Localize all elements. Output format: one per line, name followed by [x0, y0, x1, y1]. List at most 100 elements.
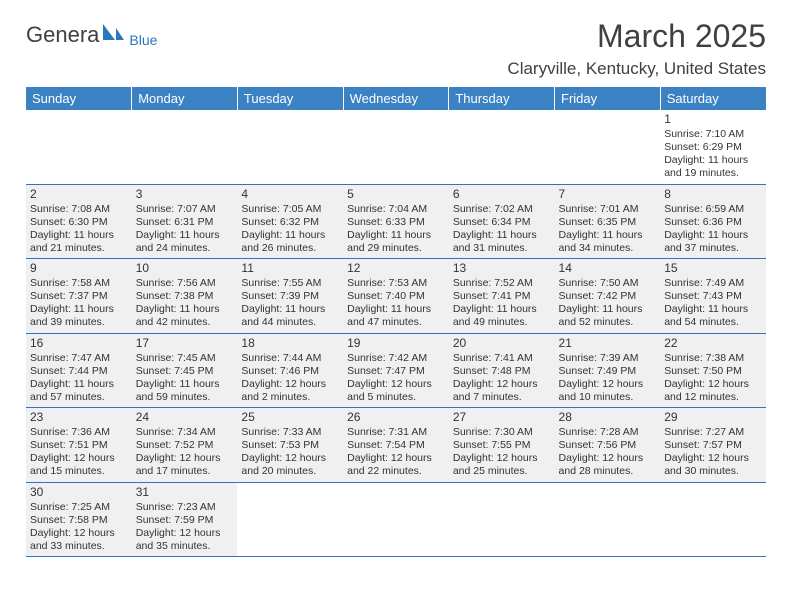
daylight-text: Daylight: 12 hours and 30 minutes.	[664, 452, 762, 478]
calendar-cell: 27Sunrise: 7:30 AMSunset: 7:55 PMDayligh…	[449, 408, 555, 483]
day-number: 25	[241, 410, 339, 425]
calendar-table: Sunday Monday Tuesday Wednesday Thursday…	[26, 87, 766, 557]
calendar-cell: 11Sunrise: 7:55 AMSunset: 7:39 PMDayligh…	[237, 259, 343, 334]
calendar-cell: 13Sunrise: 7:52 AMSunset: 7:41 PMDayligh…	[449, 259, 555, 334]
calendar-week-row: 2Sunrise: 7:08 AMSunset: 6:30 PMDaylight…	[26, 184, 766, 259]
sunset-text: Sunset: 7:45 PM	[136, 365, 234, 378]
calendar-header-row: Sunday Monday Tuesday Wednesday Thursday…	[26, 87, 766, 110]
sunset-text: Sunset: 7:44 PM	[30, 365, 128, 378]
dayheader-wed: Wednesday	[343, 87, 449, 110]
calendar-cell	[26, 110, 132, 184]
sunrise-text: Sunrise: 7:47 AM	[30, 352, 128, 365]
sunrise-text: Sunrise: 7:10 AM	[664, 128, 762, 141]
day-number: 6	[453, 187, 551, 202]
daylight-text: Daylight: 11 hours and 19 minutes.	[664, 154, 762, 180]
header: Genera Blue March 2025	[26, 18, 766, 55]
sunset-text: Sunset: 7:41 PM	[453, 290, 551, 303]
sunrise-text: Sunrise: 7:07 AM	[136, 203, 234, 216]
calendar-cell: 29Sunrise: 7:27 AMSunset: 7:57 PMDayligh…	[660, 408, 766, 483]
sunrise-text: Sunrise: 7:50 AM	[559, 277, 657, 290]
sunrise-text: Sunrise: 7:34 AM	[136, 426, 234, 439]
dayheader-tue: Tuesday	[237, 87, 343, 110]
calendar-cell	[132, 110, 238, 184]
sunset-text: Sunset: 7:58 PM	[30, 514, 128, 527]
sunset-text: Sunset: 7:57 PM	[664, 439, 762, 452]
sunrise-text: Sunrise: 7:33 AM	[241, 426, 339, 439]
calendar-week-row: 30Sunrise: 7:25 AMSunset: 7:58 PMDayligh…	[26, 482, 766, 557]
calendar-cell: 28Sunrise: 7:28 AMSunset: 7:56 PMDayligh…	[555, 408, 661, 483]
daylight-text: Daylight: 11 hours and 44 minutes.	[241, 303, 339, 329]
dayheader-sat: Saturday	[660, 87, 766, 110]
day-number: 3	[136, 187, 234, 202]
daylight-text: Daylight: 11 hours and 57 minutes.	[30, 378, 128, 404]
sunrise-text: Sunrise: 6:59 AM	[664, 203, 762, 216]
sunset-text: Sunset: 7:49 PM	[559, 365, 657, 378]
sunset-text: Sunset: 7:54 PM	[347, 439, 445, 452]
calendar-cell: 2Sunrise: 7:08 AMSunset: 6:30 PMDaylight…	[26, 184, 132, 259]
day-number: 10	[136, 261, 234, 276]
daylight-text: Daylight: 12 hours and 5 minutes.	[347, 378, 445, 404]
day-number: 14	[559, 261, 657, 276]
calendar-cell: 8Sunrise: 6:59 AMSunset: 6:36 PMDaylight…	[660, 184, 766, 259]
day-number: 2	[30, 187, 128, 202]
daylight-text: Daylight: 11 hours and 31 minutes.	[453, 229, 551, 255]
daylight-text: Daylight: 12 hours and 2 minutes.	[241, 378, 339, 404]
calendar-cell: 30Sunrise: 7:25 AMSunset: 7:58 PMDayligh…	[26, 482, 132, 557]
day-number: 18	[241, 336, 339, 351]
daylight-text: Daylight: 11 hours and 52 minutes.	[559, 303, 657, 329]
sunset-text: Sunset: 7:40 PM	[347, 290, 445, 303]
sunset-text: Sunset: 6:34 PM	[453, 216, 551, 229]
daylight-text: Daylight: 11 hours and 29 minutes.	[347, 229, 445, 255]
day-number: 5	[347, 187, 445, 202]
sunrise-text: Sunrise: 7:55 AM	[241, 277, 339, 290]
daylight-text: Daylight: 11 hours and 47 minutes.	[347, 303, 445, 329]
daylight-text: Daylight: 11 hours and 39 minutes.	[30, 303, 128, 329]
calendar-cell: 7Sunrise: 7:01 AMSunset: 6:35 PMDaylight…	[555, 184, 661, 259]
calendar-cell: 16Sunrise: 7:47 AMSunset: 7:44 PMDayligh…	[26, 333, 132, 408]
calendar-week-row: 23Sunrise: 7:36 AMSunset: 7:51 PMDayligh…	[26, 408, 766, 483]
day-number: 11	[241, 261, 339, 276]
daylight-text: Daylight: 12 hours and 33 minutes.	[30, 527, 128, 553]
day-number: 12	[347, 261, 445, 276]
location-text: Claryville, Kentucky, United States	[26, 59, 766, 79]
sunrise-text: Sunrise: 7:05 AM	[241, 203, 339, 216]
calendar-cell	[449, 482, 555, 557]
daylight-text: Daylight: 11 hours and 21 minutes.	[30, 229, 128, 255]
sunrise-text: Sunrise: 7:27 AM	[664, 426, 762, 439]
sunrise-text: Sunrise: 7:08 AM	[30, 203, 128, 216]
sunrise-text: Sunrise: 7:23 AM	[136, 501, 234, 514]
calendar-cell: 1Sunrise: 7:10 AMSunset: 6:29 PMDaylight…	[660, 110, 766, 184]
calendar-cell	[555, 482, 661, 557]
sunset-text: Sunset: 7:39 PM	[241, 290, 339, 303]
sunrise-text: Sunrise: 7:39 AM	[559, 352, 657, 365]
day-number: 29	[664, 410, 762, 425]
calendar-cell: 4Sunrise: 7:05 AMSunset: 6:32 PMDaylight…	[237, 184, 343, 259]
sunrise-text: Sunrise: 7:31 AM	[347, 426, 445, 439]
daylight-text: Daylight: 11 hours and 59 minutes.	[136, 378, 234, 404]
sunset-text: Sunset: 7:43 PM	[664, 290, 762, 303]
daylight-text: Daylight: 12 hours and 25 minutes.	[453, 452, 551, 478]
sunset-text: Sunset: 7:55 PM	[453, 439, 551, 452]
daylight-text: Daylight: 12 hours and 22 minutes.	[347, 452, 445, 478]
calendar-cell	[343, 110, 449, 184]
sunrise-text: Sunrise: 7:44 AM	[241, 352, 339, 365]
calendar-cell: 22Sunrise: 7:38 AMSunset: 7:50 PMDayligh…	[660, 333, 766, 408]
sunset-text: Sunset: 6:32 PM	[241, 216, 339, 229]
dayheader-mon: Monday	[132, 87, 238, 110]
logo-text-genera: Genera	[26, 22, 99, 48]
sunrise-text: Sunrise: 7:52 AM	[453, 277, 551, 290]
sunrise-text: Sunrise: 7:25 AM	[30, 501, 128, 514]
calendar-cell: 20Sunrise: 7:41 AMSunset: 7:48 PMDayligh…	[449, 333, 555, 408]
day-number: 9	[30, 261, 128, 276]
day-number: 24	[136, 410, 234, 425]
sunset-text: Sunset: 7:37 PM	[30, 290, 128, 303]
daylight-text: Daylight: 11 hours and 34 minutes.	[559, 229, 657, 255]
sunset-text: Sunset: 7:50 PM	[664, 365, 762, 378]
day-number: 23	[30, 410, 128, 425]
daylight-text: Daylight: 12 hours and 20 minutes.	[241, 452, 339, 478]
calendar-cell: 14Sunrise: 7:50 AMSunset: 7:42 PMDayligh…	[555, 259, 661, 334]
calendar-cell: 17Sunrise: 7:45 AMSunset: 7:45 PMDayligh…	[132, 333, 238, 408]
day-number: 16	[30, 336, 128, 351]
sunrise-text: Sunrise: 7:02 AM	[453, 203, 551, 216]
daylight-text: Daylight: 12 hours and 28 minutes.	[559, 452, 657, 478]
